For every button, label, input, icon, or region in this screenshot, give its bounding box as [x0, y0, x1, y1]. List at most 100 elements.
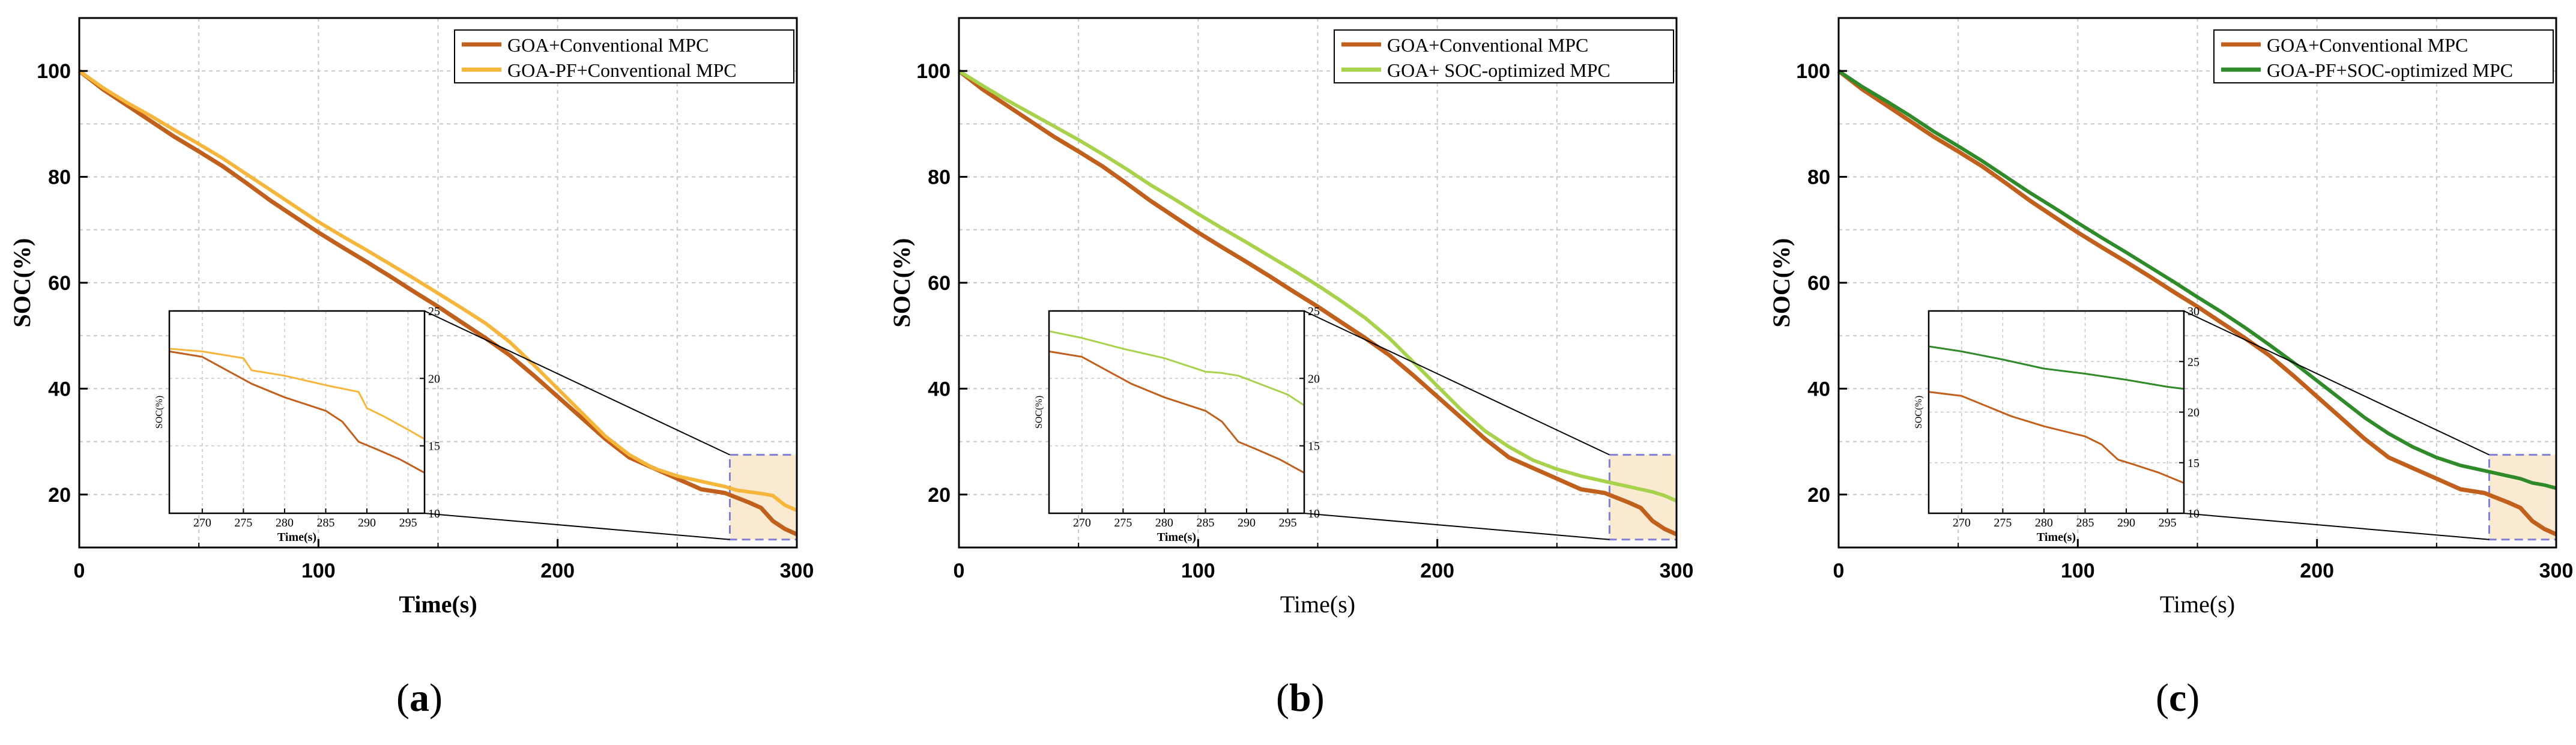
inset-y-tick-label: 10	[2187, 507, 2200, 520]
y-tick-label: 20	[1807, 484, 1830, 507]
inset-y-tick-label: 20	[2187, 406, 2200, 420]
inset-series-line-0	[1048, 350, 1305, 474]
legend-box	[1334, 29, 1674, 83]
y-tick-label: 80	[48, 166, 71, 189]
inset-x-tick-label: 285	[316, 516, 334, 529]
inset-y-axis-label: SOC(%)	[1034, 396, 1044, 429]
inset-x-tick-label: 275	[1994, 516, 2012, 529]
x-axis-label: Time(s)	[1280, 591, 1355, 618]
y-tick-label: 40	[928, 378, 951, 400]
legend-label-0: GOA+Conventional MPC	[507, 34, 709, 56]
y-tick-label: 20	[928, 484, 951, 507]
inset-x-tick-label: 270	[1073, 516, 1091, 529]
x-tick-label: 100	[301, 560, 336, 582]
legend-label-0: GOA+Conventional MPC	[1387, 34, 1588, 56]
x-tick-label: 200	[2300, 560, 2334, 582]
y-axis-label: SOC(%)	[8, 238, 35, 328]
inset-x-tick-label: 275	[234, 516, 252, 529]
x-tick-label: 0	[954, 560, 965, 582]
x-tick-label: 300	[780, 560, 814, 582]
inset-background	[169, 311, 425, 513]
y-axis-label: SOC(%)	[888, 238, 915, 328]
inset-x-tick-label: 280	[276, 516, 294, 529]
subfigure-label-b: (b)	[1276, 676, 1325, 720]
inset-y-tick-label: 25	[2187, 355, 2200, 369]
inset-x-tick-label: 280	[2035, 516, 2053, 529]
inset-x-tick-label: 290	[2117, 516, 2135, 529]
x-axis-label: Time(s)	[399, 591, 477, 618]
inset-y-axis-label: SOC(%)	[1914, 396, 1924, 429]
x-tick-label: 0	[74, 560, 85, 582]
chart-panel-2: 0 100 200 300 20 40 60 80 100 Time(s) SOC(%) GOA+Co…	[1768, 17, 2574, 618]
y-tick-label: 60	[928, 272, 951, 295]
inset-y-tick-label: 15	[428, 440, 440, 453]
inset-x-tick-label: 285	[2076, 516, 2094, 529]
inset-y-tick-label: 20	[428, 372, 440, 385]
inset-series-line-0	[1928, 391, 2184, 484]
inset-y-tick-label: 20	[1308, 372, 1320, 385]
inset-x-tick-label: 290	[1238, 516, 1256, 529]
series-line-1	[78, 69, 798, 513]
inset-series-line-1	[169, 348, 425, 440]
y-tick-label: 40	[48, 378, 71, 400]
legend-label-1: GOA-PF+SOC-optimized MPC	[2267, 59, 2513, 81]
inset-x-tick-label: 295	[2159, 516, 2177, 529]
x-tick-label: 300	[1660, 560, 1694, 582]
inset-x-tick-label: 295	[399, 516, 417, 529]
x-tick-label: 300	[2539, 560, 2574, 582]
inset-x-tick-label: 280	[1155, 516, 1173, 529]
inset-series-line-1	[1048, 330, 1305, 406]
y-tick-label: 60	[48, 272, 71, 295]
inset-y-tick-label: 10	[428, 507, 440, 520]
inset-frame	[168, 310, 426, 514]
zoom-connector	[1304, 513, 1610, 540]
inset-x-tick-label: 270	[1953, 516, 1971, 529]
inset-x-tick-label: 275	[1114, 516, 1132, 529]
inset-x-tick-label: 270	[193, 516, 211, 529]
x-tick-label: 100	[1181, 560, 1215, 582]
inset-y-tick-label: 30	[2187, 305, 2200, 318]
series-line-0	[957, 69, 1678, 537]
inset-series-line-1	[1928, 345, 2184, 390]
subfigure-label-c: (c)	[2156, 676, 2200, 720]
y-tick-label: 40	[1807, 378, 1830, 400]
y-tick-label: 100	[1796, 60, 1830, 83]
legend-label-1: GOA+ SOC-optimized MPC	[1387, 59, 1610, 81]
legend-box	[2213, 29, 2554, 83]
inset-x-axis-label: Time(s)	[277, 531, 316, 544]
inset-y-tick-label: 25	[428, 305, 440, 318]
inset-frame	[1048, 310, 1305, 514]
inset-y-axis-label: SOC(%)	[154, 396, 165, 429]
series-line-0	[1837, 69, 2557, 537]
inset-x-tick-label: 295	[1279, 516, 1297, 529]
legend-box	[454, 29, 794, 83]
x-tick-label: 200	[540, 560, 575, 582]
series-line-1	[1837, 69, 2557, 490]
subfigure-label-a: (a)	[396, 676, 443, 720]
x-tick-label: 0	[1833, 560, 1845, 582]
x-axis-label: Time(s)	[2160, 591, 2235, 618]
inset-background	[1049, 311, 1304, 513]
y-tick-label: 80	[1807, 166, 1830, 189]
inset-x-tick-label: 285	[1196, 516, 1214, 529]
series-line-0	[77, 69, 798, 537]
zoom-connector	[2183, 513, 2490, 540]
zoom-connector	[424, 513, 730, 540]
legend-label-1: GOA-PF+Conventional MPC	[507, 59, 737, 81]
inset-series-line-0	[169, 350, 425, 474]
y-tick-label: 60	[1807, 272, 1830, 295]
x-tick-label: 100	[2061, 560, 2095, 582]
inset-y-tick-label: 15	[1308, 440, 1320, 453]
inset-x-axis-label: Time(s)	[1157, 531, 1196, 544]
y-tick-label: 100	[916, 60, 951, 83]
inset-x-axis-label: Time(s)	[2037, 531, 2076, 544]
chart-panel-0: 0 100 200 300 20 40 60 80 100 Time(s) SOC(%) GOA+Co…	[8, 17, 814, 618]
zoom-connector	[1304, 310, 1610, 456]
inset-y-tick-label: 10	[1308, 507, 1320, 520]
chart-panel-1: 0 100 200 300 20 40 60 80 100 Time(s) SOC(%) GOA+Co…	[888, 17, 1694, 618]
legend-label-0: GOA+Conventional MPC	[2267, 34, 2468, 56]
y-tick-label: 100	[37, 60, 71, 83]
series-line-1	[958, 69, 1678, 503]
y-tick-label: 80	[928, 166, 951, 189]
